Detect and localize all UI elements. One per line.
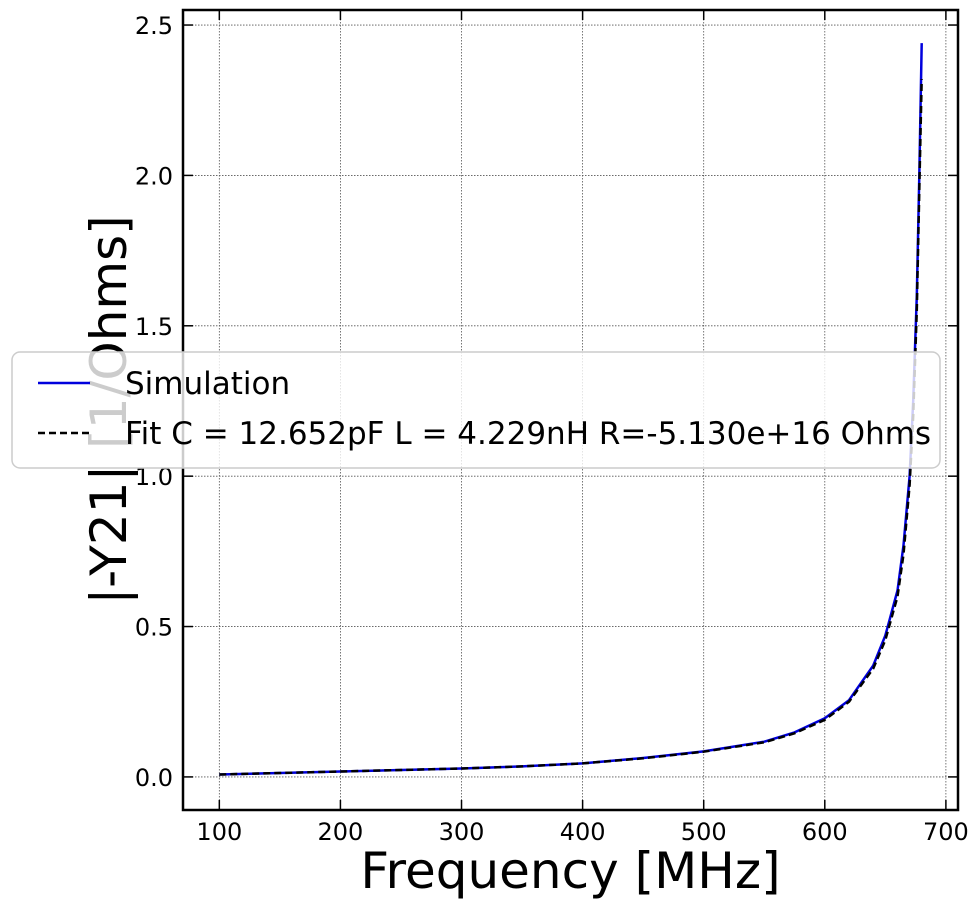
- y-tick-label: 0.0: [135, 764, 173, 792]
- x-tick-label: 200: [318, 818, 364, 846]
- legend-label-simulation: Simulation: [125, 366, 290, 402]
- legend-label-fit: Fit C = 12.652pF L = 4.229nH R=-5.130e+1…: [125, 416, 931, 452]
- x-tick-label: 400: [560, 818, 606, 846]
- y-tick-label: 2.5: [135, 12, 173, 40]
- x-axis-title: Frequency [MHz]: [360, 842, 780, 900]
- y-tick-label: 0.5: [135, 614, 173, 642]
- x-tick-label: 600: [802, 818, 848, 846]
- x-tick-label: 100: [196, 818, 242, 846]
- y-tick-label: 2.0: [135, 162, 173, 190]
- x-tick-label: 500: [681, 818, 727, 846]
- legend-box: [11, 351, 941, 469]
- y-tick-label: 1.5: [135, 313, 173, 341]
- x-tick-label: 300: [439, 818, 485, 846]
- x-tick-label: 700: [923, 818, 969, 846]
- legend: Simulation Fit C = 12.652pF L = 4.229nH …: [11, 351, 941, 469]
